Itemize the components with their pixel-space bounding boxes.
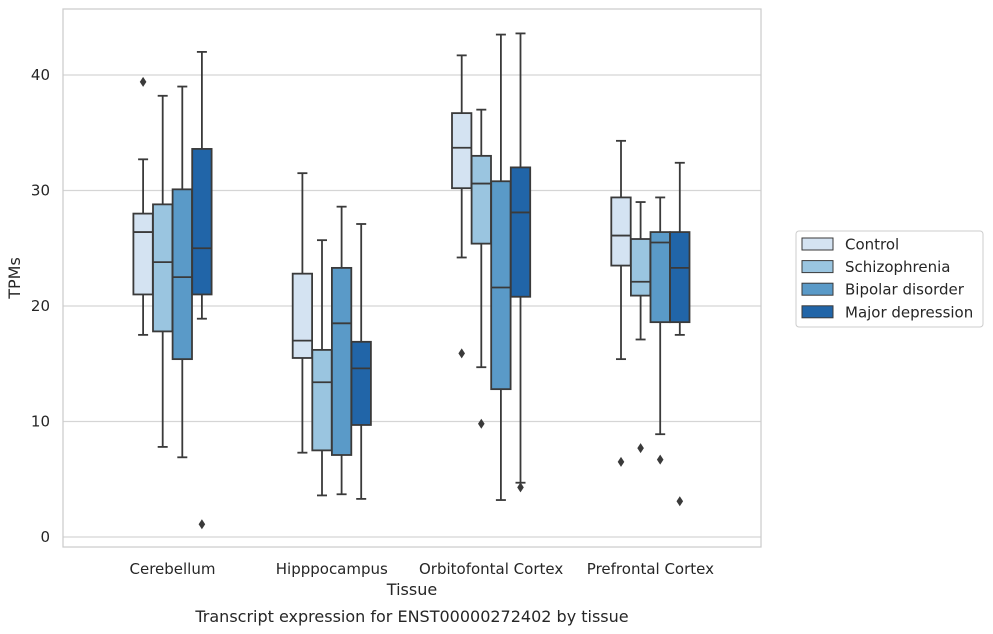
x-axis-ticks: Cerebellum Hipppocampus Orbitofontal Corte… <box>130 560 715 578</box>
box-group <box>490 33 512 501</box>
boxes <box>132 32 691 530</box>
y-tick-label: 40 <box>31 66 50 84</box>
box-group <box>152 94 174 448</box>
legend-swatch <box>801 305 834 319</box>
plot-area-frame <box>62 8 762 548</box>
box <box>291 272 314 359</box>
box <box>350 340 372 426</box>
outlier-point <box>637 443 644 454</box>
x-axis-label: Tissue <box>386 580 437 599</box>
outlier-point <box>617 456 625 467</box>
box-group <box>171 85 193 459</box>
box-group <box>132 76 154 336</box>
box <box>171 188 193 361</box>
outlier-point <box>478 418 485 429</box>
box <box>630 238 652 297</box>
box <box>490 180 512 391</box>
legend-label: Major depression <box>845 303 973 321</box>
x-tick-label: Orbitofontal Cortex <box>419 560 563 578</box>
box <box>311 348 333 452</box>
box-group <box>610 139 632 467</box>
box <box>191 148 213 296</box>
legend-swatch <box>801 260 834 274</box>
box-group <box>669 161 691 507</box>
legend-swatch <box>801 237 834 251</box>
box <box>330 266 353 456</box>
box-group <box>311 239 333 497</box>
box-group <box>451 54 473 359</box>
legend-label: Bipolar disorder <box>845 281 965 299</box>
box-group <box>330 205 353 496</box>
x-tick-label: Prefrontal Cortex <box>587 560 714 578</box>
outlier-point <box>198 519 206 530</box>
box-group <box>470 108 492 429</box>
box <box>152 203 174 333</box>
box <box>470 154 492 245</box>
box <box>451 112 473 190</box>
x-tick-label: Cerebellum <box>130 560 216 578</box>
box-group <box>630 201 652 454</box>
outlier-point <box>517 482 524 493</box>
y-tick-label: 0 <box>40 528 50 546</box>
outlier-point <box>656 454 664 465</box>
box-group <box>291 172 314 454</box>
box <box>132 212 154 296</box>
y-tick-label: 10 <box>31 413 50 431</box>
box <box>649 231 671 324</box>
box-group <box>191 51 213 530</box>
legend-label: Control <box>845 236 899 254</box>
outlier-point <box>676 496 684 507</box>
box-group <box>509 32 532 493</box>
box-group <box>350 223 372 500</box>
chart-caption: Transcript expression for ENST0000027240… <box>194 607 628 626</box>
x-tick-label: Hipppocampus <box>276 560 388 578</box>
box-group <box>649 196 671 465</box>
box <box>509 166 532 298</box>
y-tick-label: 20 <box>31 297 50 315</box>
box <box>669 231 691 324</box>
legend: Control Schizophrenia Bipolar disorder Majo… <box>795 230 984 328</box>
y-axis-ticks: 0 10 20 30 40 <box>31 66 50 546</box>
outlier-point <box>458 348 465 359</box>
y-tick-label: 30 <box>31 182 50 200</box>
y-axis-label: TPMs <box>5 257 24 300</box>
legend-swatch <box>801 282 834 296</box>
legend-label: Schizophrenia <box>845 258 950 276</box>
box <box>610 196 632 267</box>
outlier-point <box>139 76 147 87</box>
legend-frame <box>795 230 984 328</box>
